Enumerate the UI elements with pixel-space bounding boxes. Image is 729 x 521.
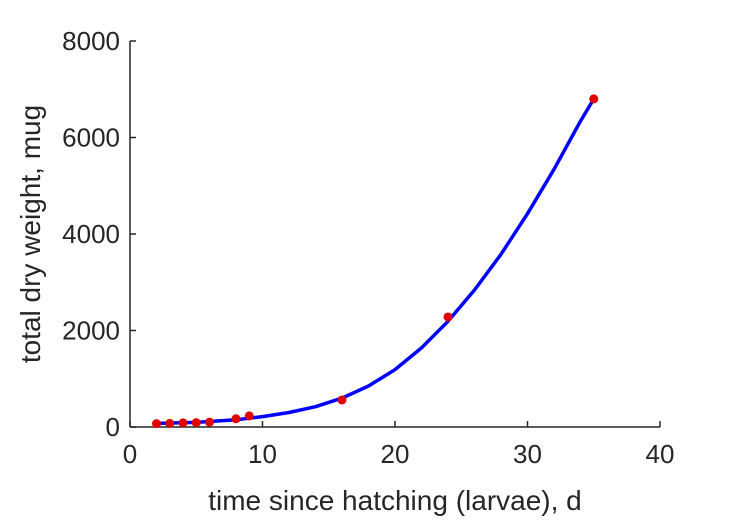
y-tick-label: 2000 <box>62 316 120 346</box>
data-point <box>443 312 453 322</box>
data-point <box>205 417 214 427</box>
y-axis-label: total dry weight, mug <box>15 105 46 363</box>
data-point <box>337 395 347 405</box>
y-ticks: 0 2000 4000 6000 8000 <box>62 26 136 442</box>
y-tick-label: 8000 <box>62 26 120 56</box>
data-point <box>165 418 175 428</box>
data-point <box>231 414 241 424</box>
x-tick-label: 40 <box>646 439 675 469</box>
data-point <box>244 411 254 421</box>
x-axis-label: time since hatching (larvae), d <box>208 485 582 516</box>
fit-line <box>154 97 596 426</box>
x-tick-label: 10 <box>248 439 277 469</box>
data-points <box>152 94 599 429</box>
y-tick-label: 4000 <box>62 219 120 249</box>
data-point <box>191 418 201 428</box>
y-tick-label: 6000 <box>62 123 120 153</box>
x-ticks: 0 10 20 30 40 <box>123 421 675 469</box>
x-tick-label: 20 <box>381 439 410 469</box>
x-tick-label: 30 <box>513 439 542 469</box>
y-tick-label: 0 <box>106 412 120 442</box>
x-tick-label: 0 <box>123 439 137 469</box>
data-point <box>152 419 161 429</box>
data-point <box>589 94 599 104</box>
plot-area: 0 10 20 30 40 0 2000 4000 6000 8000 <box>62 26 674 469</box>
data-point <box>178 418 188 428</box>
